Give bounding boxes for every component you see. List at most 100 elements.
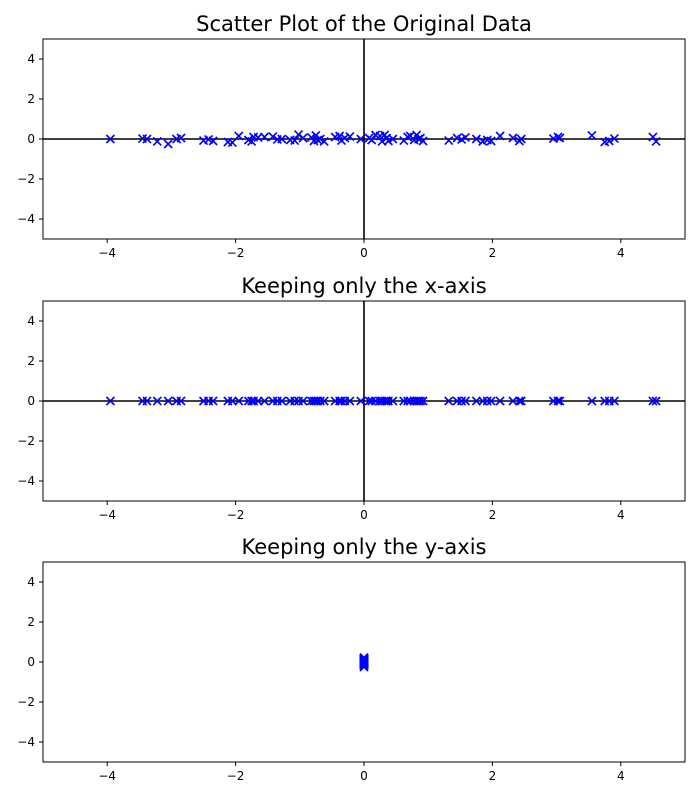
data-point bbox=[444, 396, 454, 406]
data-point bbox=[277, 396, 287, 406]
y-tick-label: −2 bbox=[17, 172, 35, 186]
data-point bbox=[142, 396, 152, 406]
data-point bbox=[553, 396, 563, 406]
data-point bbox=[152, 396, 162, 406]
data-point bbox=[234, 396, 244, 406]
y-tick-label: 2 bbox=[27, 615, 35, 629]
data-point bbox=[208, 396, 218, 406]
data-point bbox=[290, 136, 300, 146]
data-point bbox=[609, 134, 619, 144]
data-point bbox=[415, 396, 426, 406]
data-point bbox=[176, 396, 186, 406]
data-point bbox=[609, 396, 619, 406]
data-point bbox=[340, 133, 350, 143]
data-point bbox=[460, 132, 471, 142]
data-point bbox=[208, 136, 218, 146]
y-tick-label: −2 bbox=[17, 695, 35, 709]
plot-title: Scatter Plot of the Original Data bbox=[196, 12, 532, 36]
data-point bbox=[486, 136, 496, 146]
data-point bbox=[651, 136, 661, 146]
data-point bbox=[367, 135, 377, 145]
data-point bbox=[315, 396, 325, 406]
x-tick-label: −2 bbox=[227, 508, 245, 522]
data-point bbox=[388, 134, 398, 144]
x-tick-label: 4 bbox=[617, 508, 625, 522]
data-point bbox=[587, 130, 597, 140]
data-point bbox=[356, 396, 366, 406]
data-point bbox=[345, 396, 355, 406]
data-point bbox=[555, 133, 565, 143]
data-point bbox=[388, 396, 398, 406]
data-point bbox=[277, 134, 287, 144]
x-tick-label: −2 bbox=[227, 769, 245, 783]
data-point bbox=[460, 396, 471, 406]
data-point bbox=[604, 136, 614, 146]
y-tick-label: 2 bbox=[27, 92, 35, 106]
data-point bbox=[648, 396, 658, 406]
data-point bbox=[367, 396, 377, 406]
x-tick-label: 0 bbox=[360, 246, 368, 260]
data-point bbox=[444, 136, 454, 146]
data-point bbox=[290, 396, 300, 406]
data-point bbox=[152, 136, 162, 146]
data-point bbox=[319, 136, 329, 146]
data-point bbox=[648, 132, 658, 142]
y-tick-label: −2 bbox=[17, 434, 35, 448]
x-tick-label: 2 bbox=[489, 769, 497, 783]
plot-title: Keeping only the y-axis bbox=[242, 535, 487, 559]
data-point bbox=[418, 396, 428, 406]
y-tick-label: 2 bbox=[27, 354, 35, 368]
data-point bbox=[403, 132, 413, 142]
x-tick-label: −4 bbox=[98, 246, 116, 260]
data-point bbox=[516, 134, 526, 144]
data-point bbox=[356, 134, 366, 144]
data-point bbox=[336, 396, 347, 406]
data-point bbox=[514, 396, 524, 406]
subplot-x-axis-only: Keeping only the x-axis −4 −2 0 2 4 −4 −2 0 2 4 bbox=[17, 274, 686, 522]
data-point bbox=[486, 396, 496, 406]
data-point bbox=[234, 131, 244, 141]
plot-title: Keeping only the x-axis bbox=[241, 274, 486, 298]
y-tick-label: 0 bbox=[27, 132, 35, 146]
data-point bbox=[587, 396, 597, 406]
data-point bbox=[379, 396, 390, 406]
x-tick-label: 2 bbox=[489, 246, 497, 260]
data-point bbox=[345, 132, 355, 142]
y-tick-label: 0 bbox=[27, 655, 35, 669]
data-point bbox=[268, 132, 278, 142]
data-point bbox=[482, 396, 492, 406]
data-point bbox=[495, 131, 505, 141]
data-point bbox=[259, 396, 270, 406]
y-tick-label: 4 bbox=[27, 52, 35, 66]
data-point bbox=[105, 134, 115, 144]
data-point bbox=[457, 396, 467, 406]
x-tick-label: 2 bbox=[489, 508, 497, 522]
data-point bbox=[555, 396, 565, 406]
data-point bbox=[383, 136, 393, 146]
x-tick-label: −2 bbox=[227, 246, 245, 260]
data-point bbox=[651, 396, 661, 406]
data-point bbox=[298, 133, 308, 143]
data-point bbox=[508, 133, 518, 143]
data-point bbox=[495, 396, 505, 406]
x-tick-label: −4 bbox=[98, 769, 116, 783]
y-tick-label: −4 bbox=[17, 474, 35, 488]
data-point bbox=[163, 139, 173, 149]
data-point bbox=[516, 396, 526, 406]
y-tick-label: 0 bbox=[27, 394, 35, 408]
x-tick-label: 4 bbox=[617, 769, 625, 783]
data-point bbox=[359, 659, 369, 669]
x-tick-label: 4 bbox=[617, 246, 625, 260]
data-point bbox=[471, 134, 481, 144]
subplot-original-data: Scatter Plot of the Original Data −4 −2 0 2… bbox=[17, 12, 686, 260]
y-tick-label: 4 bbox=[27, 575, 35, 589]
data-point bbox=[319, 396, 329, 406]
x-tick-label: 0 bbox=[360, 769, 368, 783]
y-tick-label: −4 bbox=[17, 212, 35, 226]
x-tick-label: 0 bbox=[360, 508, 368, 522]
data-point bbox=[359, 657, 369, 667]
y-tick-label: −4 bbox=[17, 735, 35, 749]
y-tick-label: 4 bbox=[27, 314, 35, 328]
data-point bbox=[335, 131, 345, 141]
